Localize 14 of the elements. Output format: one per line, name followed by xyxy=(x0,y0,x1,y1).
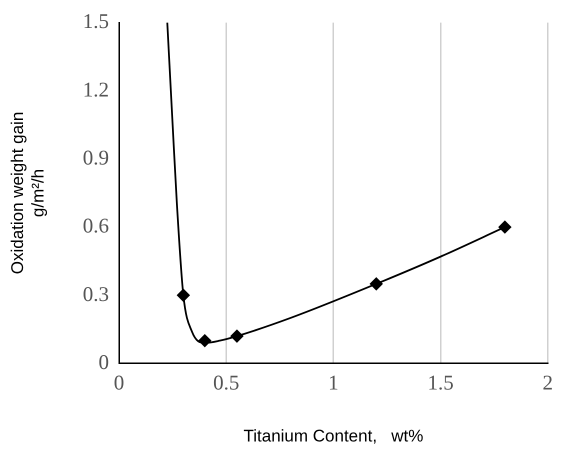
x-tick-label: 1 xyxy=(328,370,339,395)
y-tick-label: 0 xyxy=(98,350,110,374)
y-tick-label: 0.9 xyxy=(82,145,110,170)
y-tick-label: 1.5 xyxy=(82,9,110,34)
y-tick-label: 1.2 xyxy=(82,77,110,102)
x-tick-label: 1.5 xyxy=(427,370,454,395)
x-tick-label: 0.5 xyxy=(213,370,240,395)
y-tick-label: 0.3 xyxy=(82,282,110,306)
x-axis-title: Titanium Content, wt% xyxy=(243,426,424,446)
x-tick-label: 2 xyxy=(542,370,553,395)
y-tick-label: 0.6 xyxy=(82,214,110,238)
x-tick-label: 0 xyxy=(114,370,124,395)
point xyxy=(498,220,512,234)
y-axis-title: Oxidation weight gain g/m²/h xyxy=(8,112,48,274)
